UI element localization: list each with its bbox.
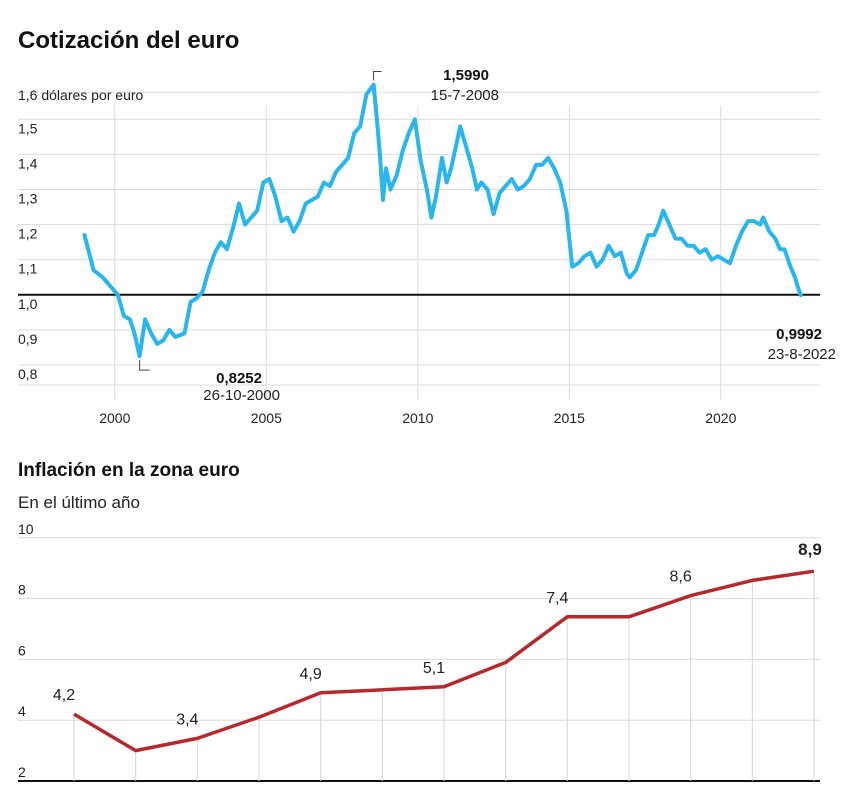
euro-x-tick-label: 2010 [402, 410, 433, 426]
low-annotation-value: 0,8252 [216, 370, 262, 387]
euro-y-tick-label: 1,2 [18, 226, 38, 242]
inflation-data-labels: 4,2 3,4 4,9 5,1 7,4 8,6 8,9 [53, 540, 822, 728]
euro-x-tick-label: 2015 [554, 410, 585, 426]
euro-y-tick-label: 1,1 [18, 261, 38, 277]
inflation-y-tick-label: 2 [18, 764, 26, 780]
inflation-y-tick-label: 4 [18, 703, 26, 719]
inflation-y-tick-label: 6 [18, 642, 26, 658]
euro-y-tick-label: 1,5 [18, 120, 38, 136]
euro-x-tick-label: 2005 [251, 410, 282, 426]
euro-y-tick-label: 1,3 [18, 191, 38, 207]
high-annotation-leader [373, 71, 382, 81]
euro-chart-y-ticks: 0,8 0,9 1,0 1,1 1,2 1,3 1,4 1,5 [18, 120, 38, 382]
inflation-chart-y-ticks: 2 4 6 8 10 [18, 521, 34, 780]
inflation-chart-subtitle: En el último año [18, 493, 140, 512]
inflation-data-label: 5,1 [423, 660, 445, 677]
euro-rate-series-line [82, 82, 803, 359]
low-annotation-leader [139, 360, 150, 371]
euro-chart-title: Cotización del euro [18, 27, 239, 54]
euro-y-tick-label: 0,9 [18, 331, 38, 347]
inflation-data-label: 8,6 [670, 569, 692, 586]
inflation-data-label: 3,4 [176, 711, 198, 728]
euro-y-tick-label: 1,4 [18, 155, 38, 171]
euro-y-tick-label: 0,8 [18, 366, 38, 382]
euro-y-tick-label: 1,0 [18, 296, 38, 312]
low-annotation-date: 26-10-2000 [203, 387, 280, 404]
euro-chart-x-ticks: 2000 2005 2010 2015 2020 [99, 410, 736, 426]
inflation-chart-title: Inflación en la zona euro [18, 460, 240, 481]
euro-x-tick-label: 2020 [705, 410, 736, 426]
euro-x-tick-label: 2000 [99, 410, 130, 426]
inflation-y-tick-label: 10 [18, 521, 34, 537]
inflation-y-tick-label: 8 [18, 582, 26, 598]
high-annotation-value: 1,5990 [443, 67, 489, 84]
high-annotation-date: 15-7-2008 [431, 87, 499, 104]
euro-chart-y-unit-label: 1,6 dólares por euro [18, 87, 144, 103]
inflation-data-label: 7,4 [546, 590, 568, 607]
last-annotation-date: 23-8-2022 [768, 346, 836, 363]
inflation-chart-grid [18, 537, 820, 782]
last-annotation-value: 0,9992 [776, 326, 822, 343]
inflation-series-line [73, 569, 815, 753]
inflation-data-label: 4,9 [300, 666, 322, 683]
inflation-data-label: 4,2 [53, 687, 75, 704]
inflation-data-label: 8,9 [798, 540, 822, 559]
